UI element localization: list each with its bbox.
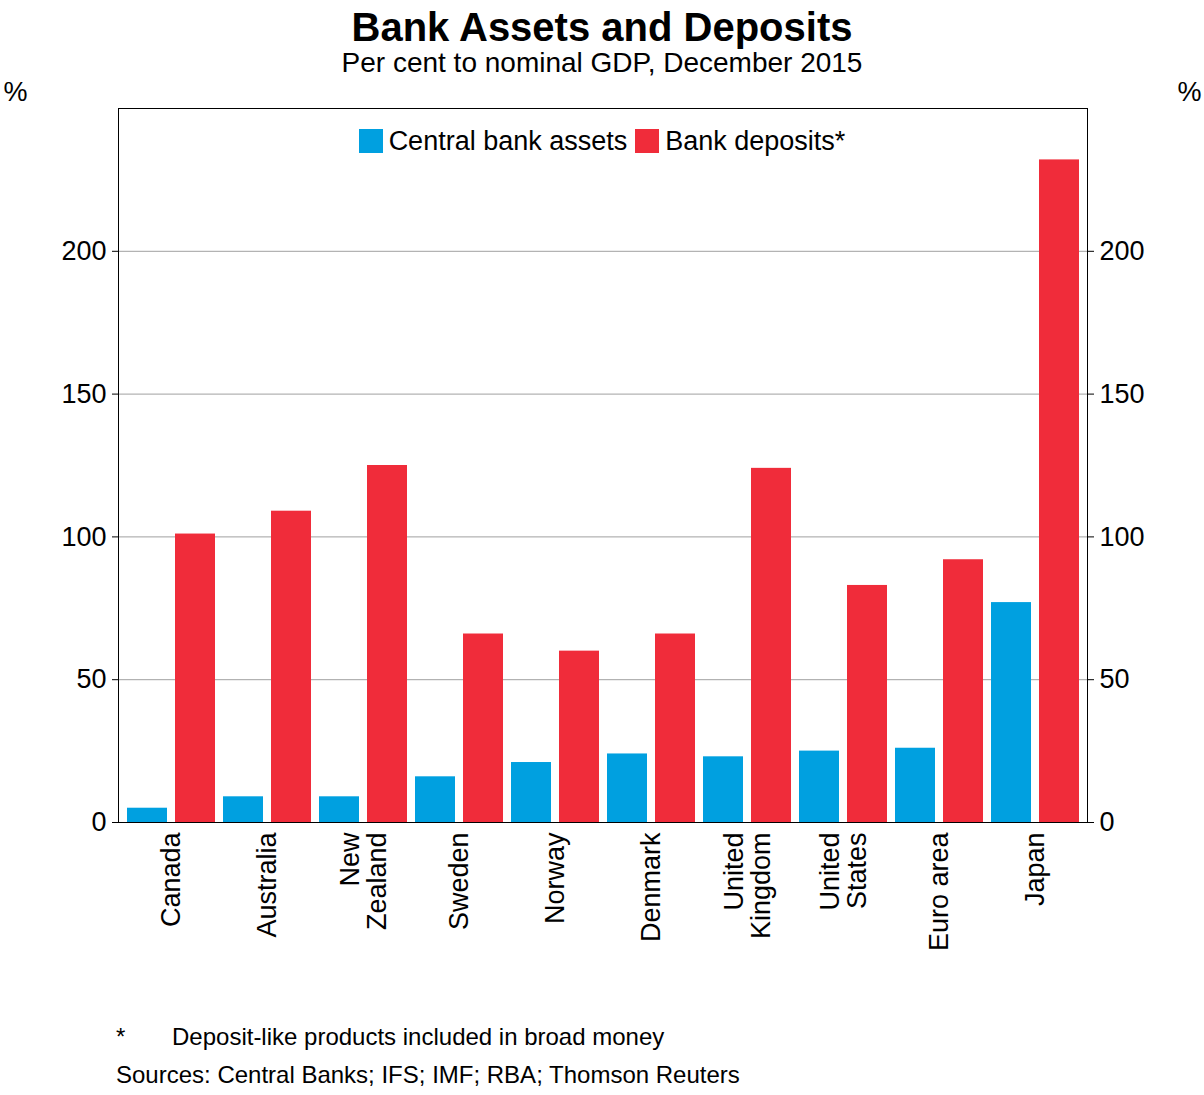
html-text:Bank Assets and Deposits: Bank Assets and Deposits <box>351 5 853 49</box>
svg-text:0: 0 <box>91 807 106 837</box>
svg-text:Australia: Australia <box>252 832 282 938</box>
svg-text:UnitedStates: UnitedStates <box>815 833 872 911</box>
svg-text:200: 200 <box>1100 236 1145 266</box>
svg-text:0: 0 <box>1100 807 1115 837</box>
html-text:Bank deposits*: Bank deposits* <box>665 126 846 156</box>
svg-text:UnitedKingdom: UnitedKingdom <box>719 833 776 940</box>
svg-text:150: 150 <box>1100 379 1145 409</box>
svg-text:%: % <box>4 78 28 107</box>
svg-text:Euro area: Euro area <box>924 832 954 952</box>
svg-text:50: 50 <box>1100 664 1130 694</box>
svg-text:50: 50 <box>76 664 106 694</box>
svg-text:100: 100 <box>1100 522 1145 552</box>
svg-text:200: 200 <box>61 236 106 266</box>
html-text:Deposit-like products included: Deposit-like products included in broad … <box>172 1023 665 1050</box>
svg-text:Japan: Japan <box>1020 833 1050 907</box>
html-text:Central bank assets: Central bank assets <box>388 126 628 156</box>
svg-text:%: % <box>1177 78 1201 107</box>
svg-text:Denmark: Denmark <box>636 832 666 942</box>
svg-text:150: 150 <box>61 379 106 409</box>
svg-text:Canada: Canada <box>156 832 186 928</box>
svg-text:100: 100 <box>61 522 106 552</box>
svg-text:Norway: Norway <box>540 832 570 924</box>
html-text:Sources: Central Banks; IFS; I: Sources: Central Banks; IFS; IMF; RBA; T… <box>116 1061 740 1088</box>
svg-text:NewZealand: NewZealand <box>335 832 392 930</box>
svg-text:Sweden: Sweden <box>444 833 474 931</box>
html-text:Per cent to nominal GDP, Decem: Per cent to nominal GDP, December 2015 <box>341 47 863 78</box>
